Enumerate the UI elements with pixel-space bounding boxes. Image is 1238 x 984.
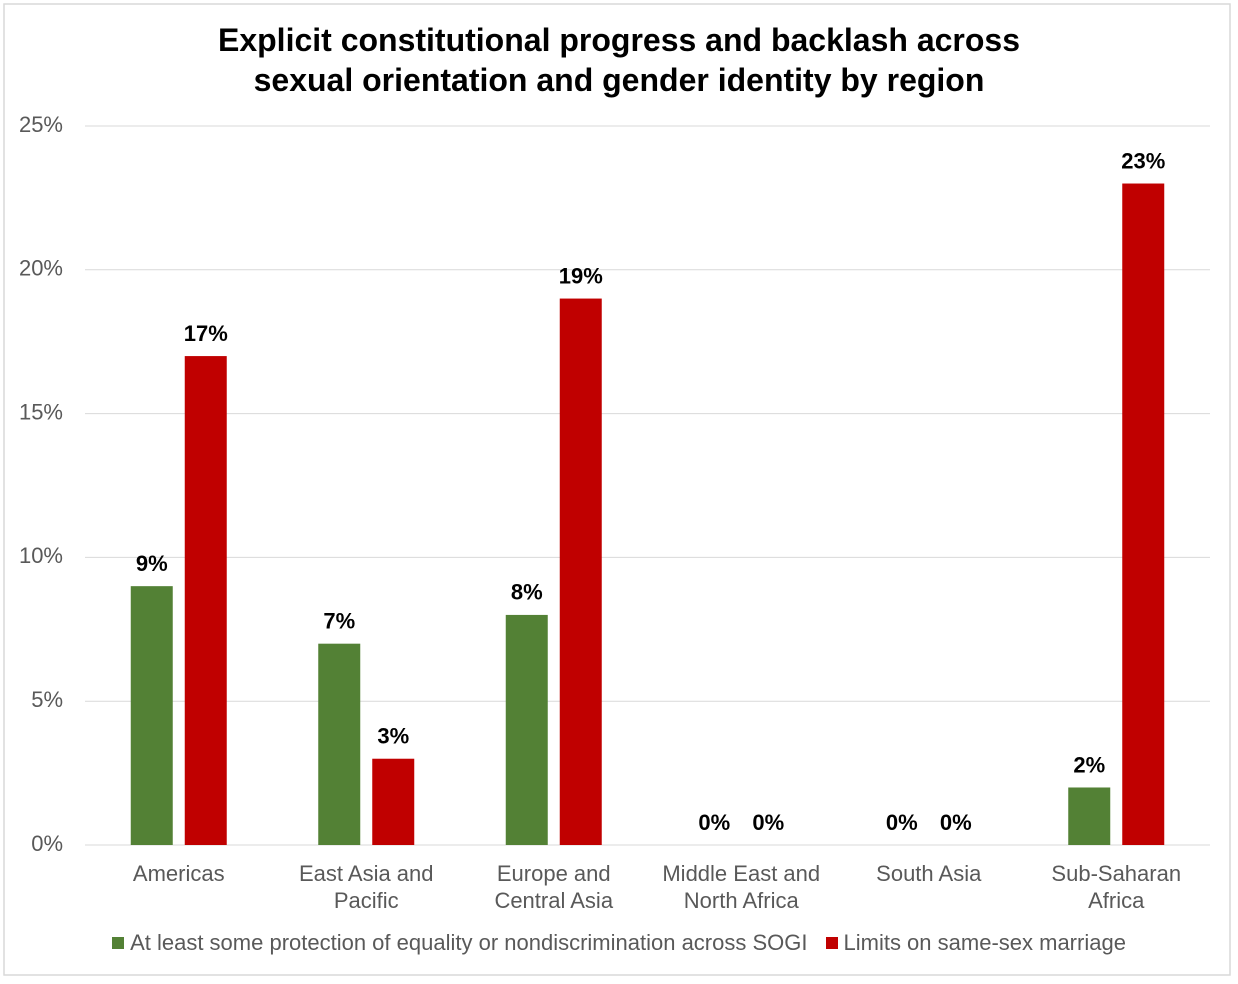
value-label: 0%	[752, 810, 784, 835]
value-label: 0%	[940, 810, 972, 835]
x-tick-label: Middle East and North Africa	[662, 861, 821, 913]
x-tick-label: East Asia and Pacific	[298, 861, 434, 913]
x-tick-label: Sub-Saharan Africa	[1051, 861, 1182, 913]
legend-label: Limits on same-sex marriage	[843, 930, 1126, 955]
y-tick-label: 10%	[19, 543, 63, 568]
x-tick-label: Europe and Central Asia	[494, 861, 614, 913]
y-tick-label: 15%	[19, 399, 63, 424]
value-label: 0%	[886, 810, 918, 835]
value-label: 8%	[511, 580, 543, 605]
legend-swatch	[112, 937, 125, 949]
chart-title: Explicit constitutional progress and bac…	[217, 22, 1020, 98]
value-label: 2%	[1073, 752, 1105, 777]
value-label: 23%	[1121, 148, 1165, 173]
legend: At least some protection of equality or …	[0, 930, 1238, 956]
y-tick-label: 5%	[31, 687, 63, 712]
y-tick-label: 25%	[19, 112, 63, 137]
x-tick-label: South Asia	[876, 861, 982, 886]
bar	[184, 356, 227, 845]
bar	[505, 614, 548, 845]
value-label: 3%	[377, 724, 409, 749]
legend-item: At least some protection of equality or …	[112, 930, 808, 956]
bar	[318, 643, 361, 845]
bar	[1122, 183, 1165, 845]
value-label: 19%	[559, 263, 603, 288]
bar	[559, 298, 602, 845]
bar	[372, 758, 415, 845]
y-tick-label: 20%	[19, 256, 63, 281]
value-label: 0%	[698, 810, 730, 835]
value-label: 17%	[184, 321, 228, 346]
bar	[130, 586, 173, 845]
x-tick-label: Americas	[132, 861, 225, 886]
legend-label: At least some protection of equality or …	[130, 930, 808, 955]
value-label: 7%	[323, 608, 355, 633]
legend-swatch	[825, 937, 838, 949]
y-tick-label: 0%	[31, 831, 63, 856]
legend-item: Limits on same-sex marriage	[825, 930, 1126, 956]
value-label: 9%	[136, 551, 168, 576]
bar	[1068, 787, 1111, 845]
